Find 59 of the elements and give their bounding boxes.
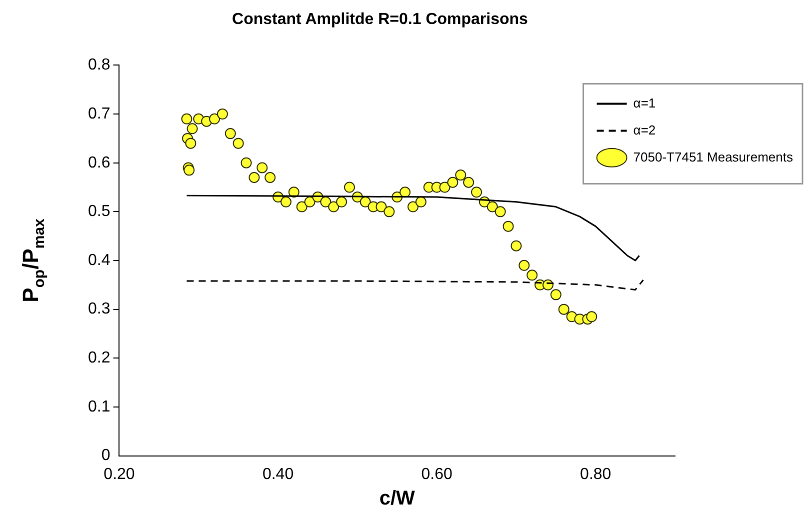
point: [181, 113, 192, 124]
point: [550, 289, 562, 300]
point: [328, 201, 340, 212]
point: [486, 201, 498, 212]
y-axis-title: Pop/Pmax: [18, 218, 48, 302]
point: [344, 182, 355, 193]
y-tick-label: 0.7: [88, 105, 110, 122]
point: [304, 196, 316, 208]
point: [280, 196, 292, 208]
y-tick-label: 0: [101, 447, 110, 464]
y-tick-label: 0.8: [88, 56, 110, 74]
point: [336, 196, 348, 208]
point: [447, 176, 458, 188]
point: [586, 311, 598, 322]
point: [376, 201, 387, 212]
y-tick-label: 0.1: [88, 398, 110, 416]
y-tick-label: 0.4: [88, 252, 110, 269]
y-tick-label: 0.3: [88, 300, 110, 318]
y-tick-label: 0.5: [88, 203, 110, 220]
chart-title: Constant Amplitde R=0.1 Comparisons: [232, 11, 528, 28]
point: [256, 162, 268, 174]
point: [494, 206, 506, 218]
legend-label: α=2: [633, 122, 656, 138]
x-tick-label: 0.80: [580, 466, 612, 483]
point: [216, 108, 228, 120]
x-tick-label: 0.20: [104, 466, 135, 483]
x-tick-label: 0.60: [421, 466, 452, 483]
point: [502, 220, 514, 232]
x-axis-title: c/W: [379, 488, 416, 510]
point: [264, 172, 276, 183]
point: [526, 270, 538, 281]
point: [518, 260, 530, 271]
line-series: [186, 279, 644, 291]
legend-label: 7050-T7451 Measurements: [633, 149, 794, 164]
point: [320, 196, 332, 208]
point: [185, 138, 196, 149]
y-tick-label: 0.6: [88, 154, 110, 172]
point: [184, 164, 195, 176]
point: [296, 201, 308, 212]
point: [510, 240, 522, 252]
point: [248, 172, 260, 183]
point: [463, 176, 474, 188]
point: [186, 123, 198, 134]
point: [209, 113, 220, 124]
point: [288, 186, 300, 198]
point: [400, 186, 411, 198]
point: [232, 138, 244, 149]
point: [408, 201, 418, 212]
point: [558, 304, 570, 315]
point: [224, 128, 236, 140]
x-tick-label: 0.40: [262, 466, 294, 483]
legend-label: α=1: [633, 95, 656, 110]
y-tick-label: 0.2: [88, 350, 110, 367]
point: [415, 196, 426, 208]
point: [439, 182, 450, 193]
point: [455, 170, 466, 181]
point: [471, 186, 482, 198]
point: [240, 157, 252, 168]
point: [384, 206, 395, 218]
